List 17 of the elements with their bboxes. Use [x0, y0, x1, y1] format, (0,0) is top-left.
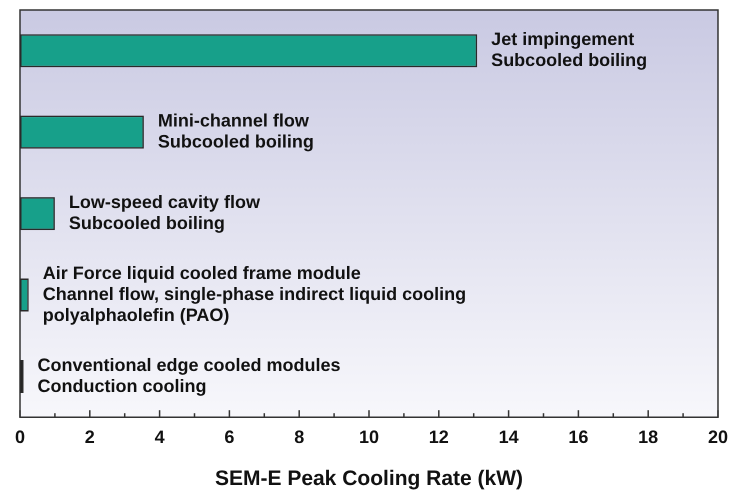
x-tick-label: 20 — [708, 426, 728, 447]
x-axis-title: SEM-E Peak Cooling Rate (kW) — [214, 467, 524, 490]
x-tick-label: 0 — [14, 426, 26, 447]
y-tick-label: Air Force liquid cooled frame module Channel flow, single-phase indirect liquid cooling polyalphaolefin (PAO) — [42, 263, 466, 326]
x-tick-label: 14 — [498, 426, 519, 447]
x-tick-label: 8 — [294, 426, 304, 447]
x-tick-label: 4 — [154, 426, 165, 447]
y-tick-label: Low-speed cavity flow Subcooled boiling — [68, 192, 261, 234]
x-tick-label: 10 — [358, 426, 380, 447]
y-tick-label: Conventional edge cooled modules Conduction cooling — [37, 354, 341, 396]
x-tick-label: 6 — [224, 426, 234, 447]
x-tick-label: 2 — [84, 426, 95, 447]
x-tick-label: 12 — [428, 426, 449, 447]
y-tick-label: Jet impingement Subcooled boiling — [491, 29, 648, 70]
x-tick-label: 18 — [638, 426, 658, 447]
y-tick-label: Mini-channel flow Subcooled boiling — [158, 110, 314, 152]
x-tick-label: 16 — [568, 426, 588, 447]
